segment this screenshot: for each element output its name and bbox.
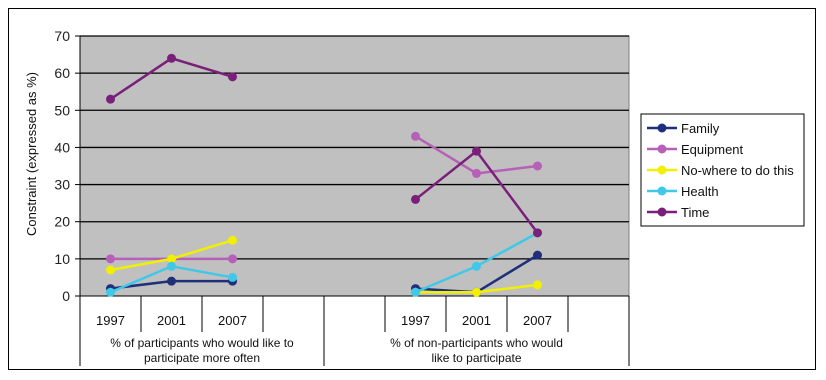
data-point <box>411 131 420 141</box>
legend-marker <box>657 186 667 196</box>
y-tick-label: 10 <box>54 251 70 267</box>
data-point <box>167 254 176 264</box>
data-point <box>167 261 176 271</box>
y-tick-label: 30 <box>54 177 70 193</box>
data-point <box>533 250 542 260</box>
legend-label: Equipment <box>681 142 744 157</box>
group-label-line2: participate more often <box>144 351 260 365</box>
data-point <box>228 72 237 82</box>
x-category-label: 2001 <box>157 313 186 328</box>
legend-marker <box>657 144 667 154</box>
legend-marker <box>657 123 667 133</box>
data-point <box>228 235 237 245</box>
data-point <box>411 287 420 297</box>
data-point <box>533 280 542 290</box>
legend-marker <box>657 207 667 217</box>
data-point <box>472 287 481 297</box>
y-axis-title: Constraint (expressed as %) <box>24 72 39 236</box>
data-point <box>228 254 237 264</box>
data-point <box>228 272 237 282</box>
group-label-line2: like to participate <box>431 351 521 365</box>
data-point <box>106 265 115 275</box>
legend-label: Health <box>681 184 719 199</box>
legend-label: Family <box>681 121 720 136</box>
group-label-line1: % of participants who would like to <box>110 336 294 350</box>
x-category-label: 1997 <box>96 313 125 328</box>
data-point <box>167 276 176 286</box>
legend-label: No-where to do this <box>681 163 794 178</box>
data-point <box>411 194 420 204</box>
line-chart: 0 10 20 30 40 50 60 70 1997 2001 2007 % of partici… <box>24 28 805 366</box>
x-category-label: 2001 <box>462 313 491 328</box>
y-tick-label: 60 <box>54 65 70 81</box>
data-point <box>472 168 481 178</box>
data-point <box>533 228 542 238</box>
data-point <box>106 254 115 264</box>
y-tick-label: 0 <box>62 288 70 304</box>
data-point <box>472 261 481 271</box>
group-label-line1: % of non-participants who would <box>390 336 563 350</box>
data-point <box>106 94 115 104</box>
data-point <box>167 53 176 63</box>
legend-label: Time <box>681 205 709 220</box>
y-tick-label: 50 <box>54 102 70 118</box>
data-point <box>533 161 542 171</box>
data-point <box>106 287 115 297</box>
plot-area <box>79 35 630 297</box>
x-category-label: 1997 <box>401 313 430 328</box>
y-tick-label: 70 <box>54 28 70 44</box>
legend-marker <box>657 165 667 175</box>
chart-frame: 0 10 20 30 40 50 60 70 1997 2001 2007 % of partici… <box>8 8 816 370</box>
x-category-label: 2007 <box>218 313 247 328</box>
y-tick-label: 40 <box>54 139 70 155</box>
y-tick-label: 20 <box>54 214 70 230</box>
data-point <box>472 146 481 156</box>
x-category-label: 2007 <box>523 313 552 328</box>
